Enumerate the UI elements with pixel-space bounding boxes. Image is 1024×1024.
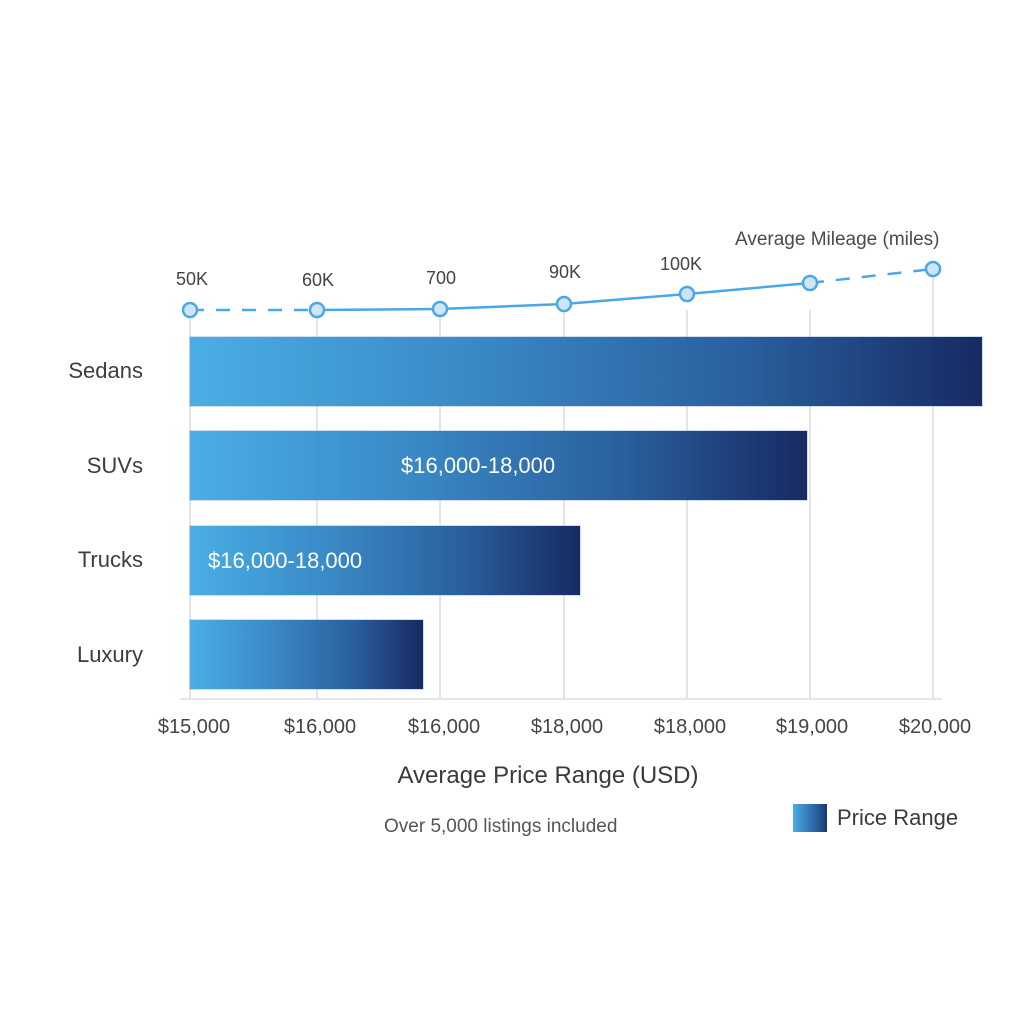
- mileage-point-label: 50K: [175, 269, 209, 289]
- mileage-point-label: 100K: [659, 254, 703, 274]
- mileage-axis-title: Average Mileage (miles): [735, 229, 940, 250]
- category-label-sedans: Sedans: [68, 358, 143, 383]
- gridline: [686, 310, 688, 700]
- category-label-trucks: Trucks: [77, 547, 143, 572]
- gridline: [316, 310, 318, 700]
- x-tick-label: $20,000: [898, 716, 972, 738]
- bar-luxury: [190, 620, 423, 689]
- x-tick-label: $15,000: [157, 716, 231, 738]
- bar-value-label: $16,000-18,000: [401, 452, 556, 478]
- x-axis-line: [180, 698, 942, 700]
- mileage-point: [678, 285, 696, 303]
- gridline: [439, 310, 441, 700]
- bar-suvs: $16,000-18,000: [190, 431, 807, 500]
- bar-trucks: $16,000-18,000: [190, 526, 580, 595]
- x-tick-label: $18,000: [653, 716, 727, 738]
- category-label-luxury: Luxury: [76, 642, 143, 667]
- mileage-dashed-segment: [809, 267, 934, 285]
- x-axis-title: Average Price Range (USD): [397, 762, 699, 789]
- legend-label-price-range: Price Range: [837, 805, 959, 830]
- gridline: [189, 310, 191, 700]
- bar-value-label: $16,000-18,000: [208, 547, 363, 573]
- x-tick-label: $16,000: [283, 716, 357, 738]
- bar-sedans: [190, 337, 982, 406]
- gridline: [563, 310, 565, 700]
- mileage-solid-segment: [316, 281, 811, 312]
- mileage-point-label: 700: [425, 268, 457, 288]
- legend-swatch-price-range: [793, 804, 827, 832]
- x-tick-label: $19,000: [775, 716, 849, 738]
- category-label-suvs: SUVs: [86, 453, 143, 478]
- mileage-point: [555, 295, 573, 313]
- x-tick-label: $16,000: [407, 716, 481, 738]
- mileage-point-label: 60K: [301, 270, 335, 290]
- mileage-point: [801, 274, 819, 292]
- x-tick-label: $18,000: [530, 716, 604, 738]
- gridline: [932, 270, 934, 700]
- mileage-point-label: 90K: [548, 262, 582, 282]
- footnote: Over 5,000 listings included: [384, 816, 618, 837]
- gridline: [809, 310, 811, 700]
